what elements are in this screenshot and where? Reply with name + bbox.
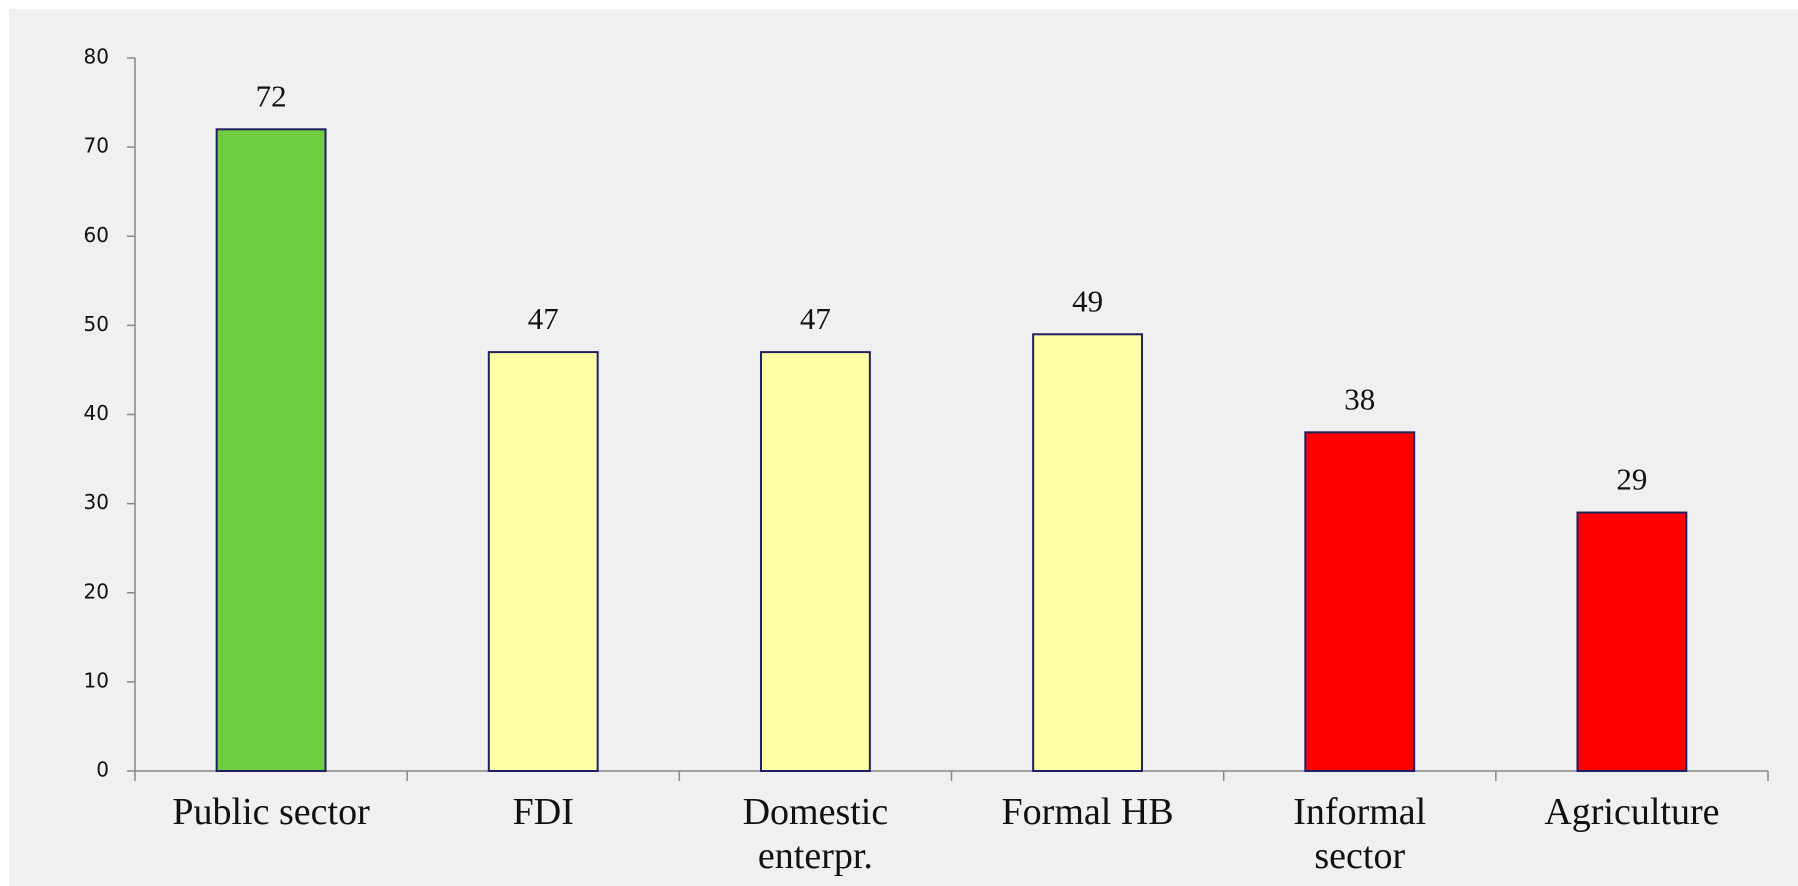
data-label: 72 [256,78,287,113]
x-tick-label: Agriculture [1544,791,1719,833]
x-tick-label-line: Agriculture [1544,791,1719,833]
y-tick-label: 70 [84,134,109,158]
y-tick-label: 0 [96,758,109,782]
bar [1304,431,1416,772]
data-label: 47 [528,301,559,336]
x-tick-label-line: Informal [1293,791,1426,833]
x-tick-label: FDI [513,791,574,833]
bar [759,351,871,772]
x-tick-label-line: Domestic [743,791,889,833]
bar [215,128,327,773]
x-tick-label-line: enterpr. [758,835,873,877]
x-tick-label-line: Formal HB [1002,791,1174,833]
x-tick-label: Informal sector [1293,791,1426,877]
y-tick-label: 30 [84,490,109,514]
y-tick-label: 10 [84,668,109,692]
x-tick-label-line: FDI [513,791,574,833]
y-tick-label: 80 [84,45,109,69]
y-tick-label: 60 [84,223,109,247]
y-tick-label: 40 [84,401,109,425]
data-label: 47 [800,301,831,336]
x-tick-label-line: sector [1314,835,1405,877]
data-label: 29 [1616,462,1647,497]
bar [1032,333,1144,772]
x-tick-label: Formal HB [1002,791,1174,833]
x-tick-label-line: Public sector [172,791,370,833]
data-label: 38 [1344,381,1375,416]
data-label: 49 [1072,283,1103,318]
x-tick-label: Domestic enterpr. [743,791,889,877]
bar [487,351,599,772]
y-tick-label: 20 [84,579,109,603]
y-tick-label: 50 [84,312,109,336]
x-tick-label: Public sector [172,791,370,833]
bar [1576,511,1688,772]
